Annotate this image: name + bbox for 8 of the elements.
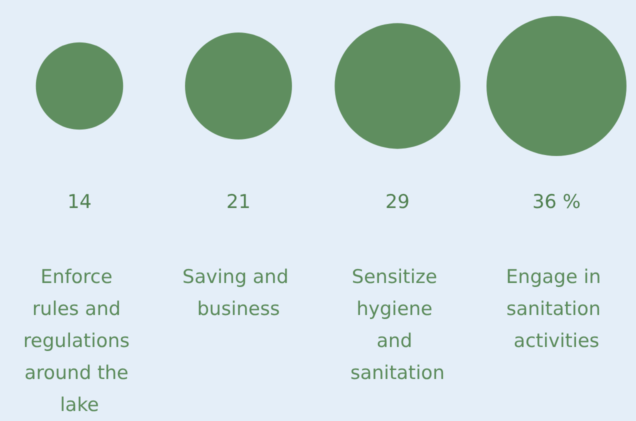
data-label: 29 <box>385 191 410 213</box>
data-label: 36 % <box>532 191 581 213</box>
category-label: Sensitize hygiene and sanitation <box>350 266 445 384</box>
category-label: Enforce rules and regulations around the lake <box>23 266 136 416</box>
data-label: 21 <box>226 191 251 213</box>
category-label: Engage in sanitation activities <box>506 266 607 352</box>
category-label: Saving and business <box>182 266 295 320</box>
data-label: 14 <box>67 191 92 213</box>
